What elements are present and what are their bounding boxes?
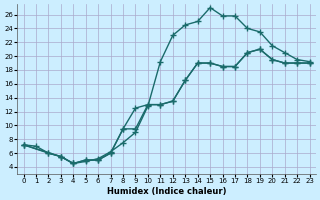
X-axis label: Humidex (Indice chaleur): Humidex (Indice chaleur) bbox=[107, 187, 226, 196]
